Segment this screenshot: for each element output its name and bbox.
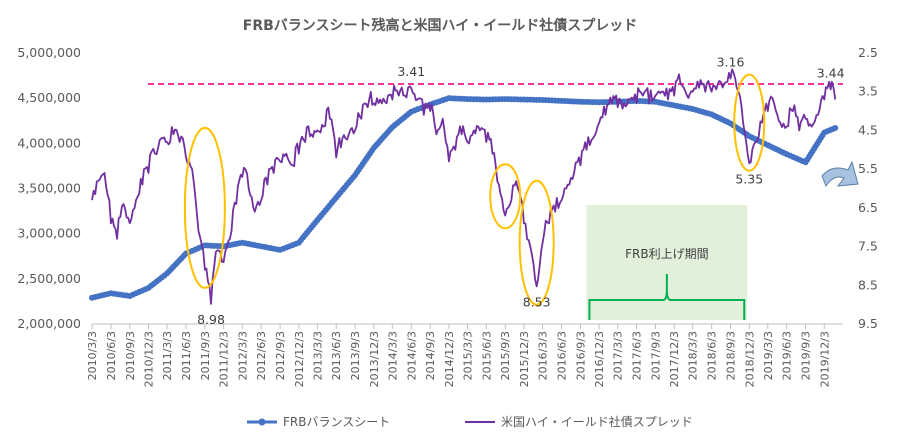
- legend-marker: [258, 418, 266, 426]
- curved-arrow-icon: [821, 160, 859, 188]
- x-tick-label: 2013/6/3: [330, 331, 343, 380]
- x-tick-label: 2014/9/3: [424, 331, 437, 380]
- x-tick-label: 2015/9/3: [499, 331, 512, 380]
- series-group: [89, 68, 839, 305]
- x-tick-label: 2019/12/3: [818, 331, 831, 387]
- x-tick-label: 2017/6/3: [631, 331, 644, 380]
- x-tick-label: 2015/6/3: [480, 331, 493, 380]
- y-right-tick-label: 2.5: [858, 45, 878, 60]
- annotation-label: 3.41: [397, 64, 425, 79]
- x-tick-label: 2017/12/3: [668, 331, 681, 387]
- highlight-ellipse: [733, 73, 766, 172]
- highlight-ellipse: [518, 179, 555, 306]
- y-right-tick-label: 7.5: [858, 239, 878, 254]
- x-tick-label: 2016/9/3: [574, 331, 587, 380]
- chart-title: FRBバランスシート残高と米国ハイ・イールド社債スプレッド: [243, 17, 637, 34]
- x-tick-label: 2014/12/3: [443, 331, 456, 387]
- x-tick-label: 2016/6/3: [556, 331, 569, 380]
- shaded-period: FRB利上げ期間: [586, 205, 748, 320]
- x-tick-label: 2019/3/3: [762, 331, 775, 380]
- highlight-ellipses: [183, 73, 766, 306]
- curved-arrow-icon: [821, 160, 859, 188]
- legend-entry: 米国ハイ・イールド社債スプレッド: [501, 414, 693, 429]
- x-tick-label: 2013/12/3: [368, 331, 381, 387]
- legend: FRBバランスシート 米国ハイ・イールド社債スプレッド: [247, 414, 693, 429]
- y-right-tick-label: 9.5: [858, 316, 878, 331]
- x-tick-label: 2010/12/3: [143, 331, 156, 387]
- x-tick-label: 2019/6/3: [781, 331, 794, 380]
- x-tick-label: 2010/9/3: [124, 331, 137, 380]
- x-tick-label: 2017/9/3: [650, 331, 663, 380]
- y-right-tick-label: 4.5: [858, 122, 878, 137]
- x-tick-label: 2011/3/3: [161, 331, 174, 380]
- x-tick-label: 2015/3/3: [461, 331, 474, 380]
- x-tick-label: 2010/6/3: [105, 331, 118, 380]
- highlight-ellipse: [183, 126, 226, 289]
- annotations: 3.41 8.98 8.53 3.16 5.35 3.44: [197, 55, 845, 327]
- y-left-tick-label: 3,000,000: [17, 226, 81, 241]
- x-tick-label: 2012/12/3: [293, 331, 306, 387]
- shaded-period-label: FRB利上げ期間: [625, 247, 708, 261]
- annotation-label: 3.44: [817, 65, 845, 80]
- shaded-period-rect: [586, 205, 748, 320]
- x-tick-label: 2018/6/3: [706, 331, 719, 380]
- y-left-tick-label: 2,500,000: [17, 271, 81, 286]
- x-tick-label: 2018/3/3: [687, 331, 700, 380]
- annotation-label: 8.98: [197, 312, 225, 327]
- x-tick-label: 2013/9/3: [349, 331, 362, 380]
- x-tick-label: 2016/12/3: [593, 331, 606, 387]
- series-marker-frb: [832, 124, 839, 131]
- annotation-label: 3.16: [717, 55, 745, 70]
- x-tick-label: 2016/3/3: [537, 331, 550, 380]
- annotation-label: 5.35: [735, 171, 763, 186]
- highlight-ellipse: [489, 163, 522, 230]
- x-tick-label: 2011/9/3: [199, 331, 212, 380]
- x-tick-label: 2012/6/3: [255, 331, 268, 380]
- y-right-tick-label: 3.5: [858, 84, 878, 99]
- x-tick-label: 2018/9/3: [725, 331, 738, 380]
- x-tick-label: 2011/6/3: [180, 331, 193, 380]
- x-tick-label: 2012/9/3: [274, 331, 287, 380]
- x-tick-label: 2014/6/3: [405, 331, 418, 380]
- axes: 2,000,000 2,500,000 3,000,000 3,500,000 4,00…: [17, 45, 878, 387]
- x-tick-label: 2011/12/3: [218, 331, 231, 387]
- shaded-period-brace: [588, 274, 746, 320]
- y-left-tick-label: 4,500,000: [17, 90, 81, 105]
- x-tick-label: 2013/3/3: [311, 331, 324, 380]
- annotation-label: 8.53: [523, 294, 551, 309]
- y-left-tick-label: 2,000,000: [17, 316, 81, 331]
- y-right-tick-label: 6.5: [858, 200, 878, 215]
- series-line-hy-spread: [91, 68, 837, 305]
- y-right-tick-label: 5.5: [858, 161, 878, 176]
- y-left-tick-label: 5,000,000: [17, 45, 81, 60]
- y-left-tick-label: 3,500,000: [17, 181, 81, 196]
- legend-entry: FRBバランスシート: [283, 415, 390, 429]
- x-tick-label: 2019/9/3: [800, 331, 813, 380]
- x-tick-label: 2018/12/3: [743, 331, 756, 387]
- y-right-tick-label: 8.5: [858, 277, 878, 292]
- x-tick-label: 2014/3/3: [386, 331, 399, 380]
- x-tick-label: 2012/3/3: [236, 331, 249, 380]
- y-left-tick-label: 4,000,000: [17, 135, 81, 150]
- x-tick-label: 2010/3/3: [86, 331, 99, 380]
- x-tick-label: 2015/12/3: [518, 331, 531, 387]
- x-tick-label: 2017/3/3: [612, 331, 625, 380]
